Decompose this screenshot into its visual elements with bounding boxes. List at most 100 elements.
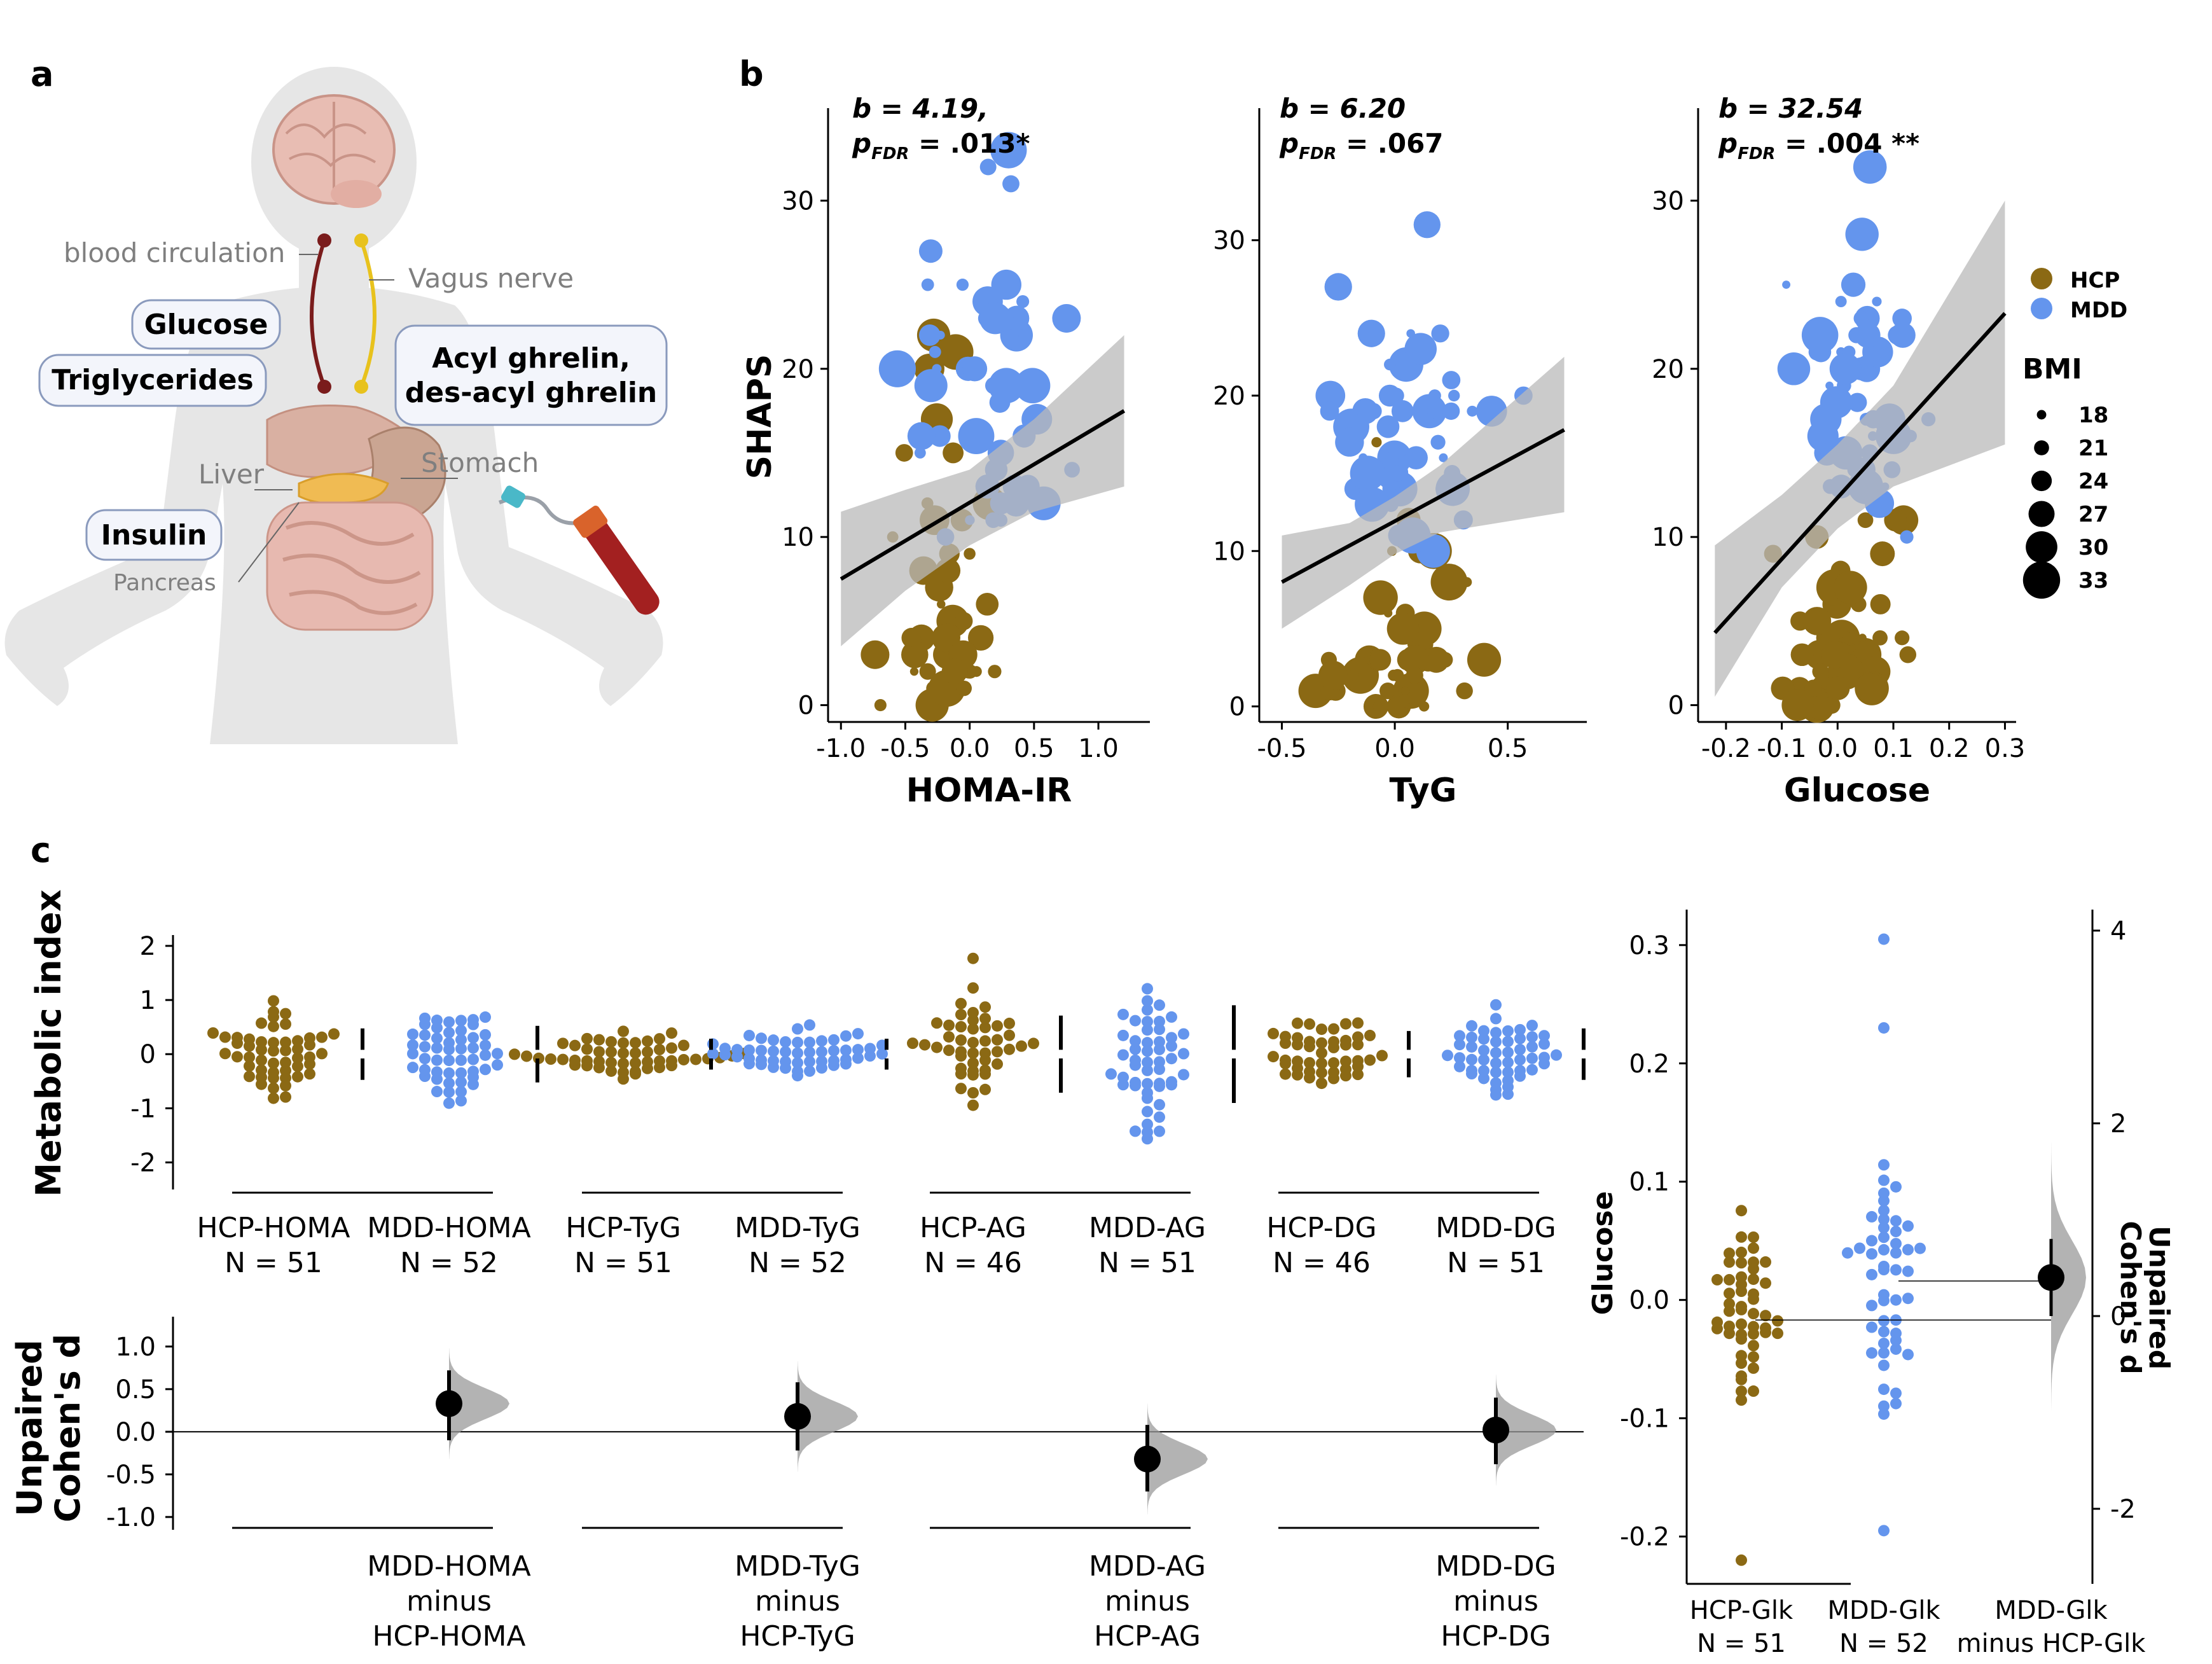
mdd-glucose-point [1854,1242,1865,1254]
mdd-swarm-point [1130,1054,1141,1066]
mdd-swarm-point [419,1053,431,1065]
svg-text:Unpaired: Unpaired [10,1340,50,1516]
mdd-swarm-point [455,1054,467,1066]
effect-size-point [436,1390,462,1417]
y-tick-label: 0 [140,1040,156,1069]
hcp-swarm-point [292,1060,303,1072]
mdd-swarm-point [1514,1054,1526,1066]
mdd-point [921,278,934,291]
hcp-point [874,699,887,712]
y-tick-label: -0.2 [1620,1523,1669,1552]
mdd-glucose-point [1878,1195,1890,1207]
mdd-swarm-point [756,1044,767,1057]
hcp-swarm-point [618,1047,629,1059]
mdd-point [1378,384,1401,407]
mdd-point [907,422,936,450]
hcp-swarm-point [292,1035,303,1047]
hcp-glucose-point [1724,1256,1735,1268]
hcp-swarm-point [207,1027,219,1039]
hcp-glucose-point [1748,1321,1759,1333]
hcp-swarm-point [1016,1040,1027,1052]
mdd-swarm-point [443,1027,455,1039]
mdd-swarm-point [480,1064,491,1076]
circulation-arrow [310,233,331,394]
mdd-glucose-point [1878,1289,1890,1301]
hcp-swarm-point [943,1031,955,1043]
hcp-point [895,444,913,462]
hcp-swarm-point [1340,1018,1351,1030]
mdd-swarm-point [1117,1029,1129,1041]
mdd-swarm-point [1478,1065,1490,1077]
mdd-swarm-point [1166,1053,1177,1065]
mdd-swarm-point [792,1023,803,1035]
legend-bmi-title: BMI [2022,353,2082,385]
mdd-swarm-point [1551,1049,1562,1061]
mdd-swarm-point [443,1037,455,1049]
svg-text:pFDR = .067: pFDR = .067 [1279,128,1444,163]
mdd-glucose-point [1890,1387,1902,1399]
hcp-point [1467,642,1502,677]
mdd-swarm-point [455,1095,467,1107]
hcp-swarm-point [1280,1068,1291,1080]
group-n-label: N = 51 [574,1247,672,1279]
contrast-label: MDD-Glk [1994,1596,2108,1625]
hcp-glucose-point [1724,1298,1735,1310]
mdd-point [929,425,951,447]
mdd-swarm-point [1166,1040,1177,1052]
hcp-glucose-point [1736,1257,1747,1269]
mdd-glucose-point [1878,933,1890,945]
mdd-swarm-point [455,1086,467,1098]
mdd-swarm-point [1166,1032,1177,1044]
mdd-glucose-point [1866,1347,1877,1359]
mdd-swarm-point [407,1039,418,1051]
mdd-swarm-point [1142,1126,1153,1138]
mdd-swarm-point [1526,1041,1538,1053]
hcp-point [909,667,919,676]
bmi-legend-label: 30 [2078,535,2108,560]
hcp-point [1348,670,1359,681]
hcp-glucose-point [1736,1271,1747,1283]
mdd-point [1350,455,1386,491]
hcp-swarm-point [280,1018,291,1030]
svg-text:b = 4.19,: b = 4.19, [852,93,988,124]
brain-icon [272,94,396,208]
mdd-swarm-point [768,1045,779,1057]
x-tick-label: 0.0 [1817,734,1858,763]
hcp-swarm-point [256,1044,267,1056]
y-tick-label: 10 [1213,537,1245,566]
hcp-swarm-point [943,1019,955,1031]
mdd-swarm-point [743,1044,755,1056]
mdd-glucose-point [1878,1213,1890,1225]
hcp-swarm-point [232,1051,243,1063]
hcp-swarm-point [605,1046,617,1058]
mdd-swarm-point [1442,1050,1453,1062]
mdd-glucose-point [1866,1210,1877,1223]
x-tick-label: 1.0 [1078,734,1119,763]
metabolic-index-axis-label: Metabolic index [29,889,69,1196]
hcp-swarm-point [1352,1017,1364,1029]
hcp-swarm-point [1004,1017,1015,1029]
hcp-glucose-point [1760,1310,1771,1322]
mdd-swarm-point [1142,1064,1153,1076]
hcp-swarm-point [292,1071,303,1083]
hcp-glucose-point [1724,1287,1735,1300]
hcp-point [1790,643,1814,667]
mdd-glucose-point [1878,1383,1890,1396]
mdd-glucose-point [1878,1326,1890,1338]
confidence-band [1715,200,2005,697]
mdd-glucose-point [1878,1315,1890,1327]
hcp-swarm-point [593,1055,605,1067]
hcp-swarm-point [316,1031,328,1043]
hcp-swarm-point [618,1057,629,1069]
mdd-swarm-point [1142,983,1153,995]
mdd-glucose-point [1890,1247,1902,1259]
mdd-swarm-point [792,1036,803,1048]
mdd-swarm-point [1154,1023,1165,1036]
legend-mdd-marker [2031,298,2052,319]
x-tick-label: 0.1 [1873,734,1914,763]
hcp-swarm-point [1364,1054,1376,1066]
hcp-swarm-point [967,1047,979,1059]
bootstrap-distribution [798,1361,858,1472]
mdd-point [1841,272,1866,297]
